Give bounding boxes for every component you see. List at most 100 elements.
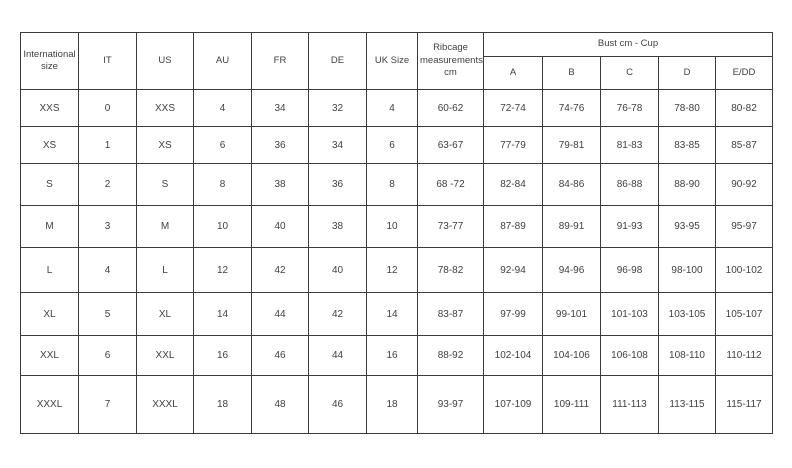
- table-row-xl: XL 5 XL 14 44 42 14 83-87 97-99 99-101 101-103 103-…: [20, 292, 774, 336]
- cell-uk-size: 12: [366, 247, 418, 293]
- cell-uk-size: 10: [366, 205, 418, 248]
- cell-cup-d: 83-85: [658, 126, 716, 164]
- cell-au: 8: [193, 163, 252, 206]
- cell-international-size: M: [20, 205, 79, 248]
- col-header-ribcage-measurements: Ribcage measurements cm: [417, 32, 484, 90]
- cell-au: 4: [193, 89, 252, 127]
- col-header-it: IT: [78, 32, 137, 90]
- cell-international-size: S: [20, 163, 79, 206]
- cell-cup-a: 102-104: [483, 335, 543, 376]
- cell-au: 18: [193, 375, 252, 434]
- cell-cup-a: 77-79: [483, 126, 543, 164]
- cell-international-size: XXL: [20, 335, 79, 376]
- cell-fr: 44: [251, 292, 309, 336]
- col-header-cup-c: C: [600, 56, 659, 90]
- cell-cup-c: 81-83: [600, 126, 659, 164]
- cell-us: XXL: [136, 335, 194, 376]
- cell-fr: 48: [251, 375, 309, 434]
- cell-ribcage: 88-92: [417, 335, 484, 376]
- cell-ribcage: 93-97: [417, 375, 484, 434]
- cell-de: 40: [308, 247, 367, 293]
- cell-us: XS: [136, 126, 194, 164]
- cell-au: 16: [193, 335, 252, 376]
- col-header-cup-b: B: [542, 56, 601, 90]
- header-row-top: International size IT US AU FR DE UK Siz…: [20, 32, 774, 90]
- cell-cup-a: 92-94: [483, 247, 543, 293]
- cell-cup-c: 101-103: [600, 292, 659, 336]
- cell-it: 0: [78, 89, 137, 127]
- cell-cup-c: 76-78: [600, 89, 659, 127]
- cell-cup-edd: 90-92: [714, 163, 774, 206]
- cell-de: 38: [308, 205, 367, 248]
- cell-cup-c: 111-113: [600, 375, 659, 434]
- cell-it: 6: [78, 335, 137, 376]
- cell-ribcage: 83-87: [417, 292, 484, 336]
- cell-it: 2: [78, 163, 137, 206]
- cell-uk-size: 6: [366, 126, 418, 164]
- cell-au: 14: [193, 292, 252, 336]
- cell-fr: 34: [251, 89, 309, 127]
- col-header-international-size: International size: [20, 32, 79, 90]
- cell-fr: 46: [251, 335, 309, 376]
- cell-cup-b: 84-86: [542, 163, 601, 206]
- cell-cup-edd: 100-102: [714, 247, 774, 293]
- cell-it: 5: [78, 292, 137, 336]
- cell-cup-a: 82-84: [483, 163, 543, 206]
- cell-de: 46: [308, 375, 367, 434]
- cell-cup-edd: 110-112: [714, 335, 774, 376]
- col-header-cup-edd: E/DD: [714, 56, 774, 90]
- cell-uk-size: 14: [366, 292, 418, 336]
- cell-cup-d: 103-105: [658, 292, 716, 336]
- cell-cup-c: 86-88: [600, 163, 659, 206]
- cell-ribcage: 78-82: [417, 247, 484, 293]
- cell-ribcage: 60-62: [417, 89, 484, 127]
- col-header-au: AU: [193, 32, 252, 90]
- cell-au: 12: [193, 247, 252, 293]
- cell-cup-b: 94-96: [542, 247, 601, 293]
- cell-ribcage: 68 -72: [417, 163, 484, 206]
- cell-us: L: [136, 247, 194, 293]
- cell-it: 7: [78, 375, 137, 434]
- cell-cup-b: 79-81: [542, 126, 601, 164]
- cell-cup-a: 87-89: [483, 205, 543, 248]
- cell-cup-edd: 80-82: [714, 89, 774, 127]
- table-row-s: S 2 S 8 38 36 8 68 -72 82-84 84-86 86-88 88-90 90-92: [20, 163, 774, 206]
- cell-cup-b: 89-91: [542, 205, 601, 248]
- cell-cup-c: 106-108: [600, 335, 659, 376]
- cell-de: 34: [308, 126, 367, 164]
- cell-ribcage: 63-67: [417, 126, 484, 164]
- cell-international-size: XXXL: [20, 375, 79, 434]
- cell-international-size: L: [20, 247, 79, 293]
- cell-cup-a: 107-109: [483, 375, 543, 434]
- cell-de: 36: [308, 163, 367, 206]
- cell-us: XL: [136, 292, 194, 336]
- cell-de: 42: [308, 292, 367, 336]
- cell-cup-c: 96-98: [600, 247, 659, 293]
- cell-cup-edd: 105-107: [714, 292, 774, 336]
- cell-uk-size: 8: [366, 163, 418, 206]
- size-chart-table: International size IT US AU FR DE UK Siz…: [20, 32, 774, 434]
- cell-fr: 38: [251, 163, 309, 206]
- table-row-xs: XS 1 XS 6 36 34 6 63-67 77-79 79-81 81-83 83-85 85-8…: [20, 126, 774, 164]
- cell-it: 4: [78, 247, 137, 293]
- cell-de: 44: [308, 335, 367, 376]
- cell-international-size: XXS: [20, 89, 79, 127]
- cell-cup-a: 72-74: [483, 89, 543, 127]
- cell-cup-edd: 95-97: [714, 205, 774, 248]
- cell-cup-d: 93-95: [658, 205, 716, 248]
- col-header-uk-size: UK Size: [366, 32, 418, 90]
- cell-fr: 40: [251, 205, 309, 248]
- cell-us: S: [136, 163, 194, 206]
- table-row-xxs: XXS 0 XXS 4 34 32 4 60-62 72-74 74-76 76-78 78-80 80…: [20, 89, 774, 127]
- cell-de: 32: [308, 89, 367, 127]
- header-row-cups: A B C D E/DD: [21, 56, 774, 90]
- cell-cup-b: 99-101: [542, 292, 601, 336]
- cell-ribcage: 73-77: [417, 205, 484, 248]
- cell-uk-size: 16: [366, 335, 418, 376]
- cell-fr: 42: [251, 247, 309, 293]
- col-header-cup-a: A: [483, 56, 543, 90]
- col-header-fr: FR: [251, 32, 309, 90]
- cell-international-size: XS: [20, 126, 79, 164]
- cell-us: M: [136, 205, 194, 248]
- cell-cup-d: 88-90: [658, 163, 716, 206]
